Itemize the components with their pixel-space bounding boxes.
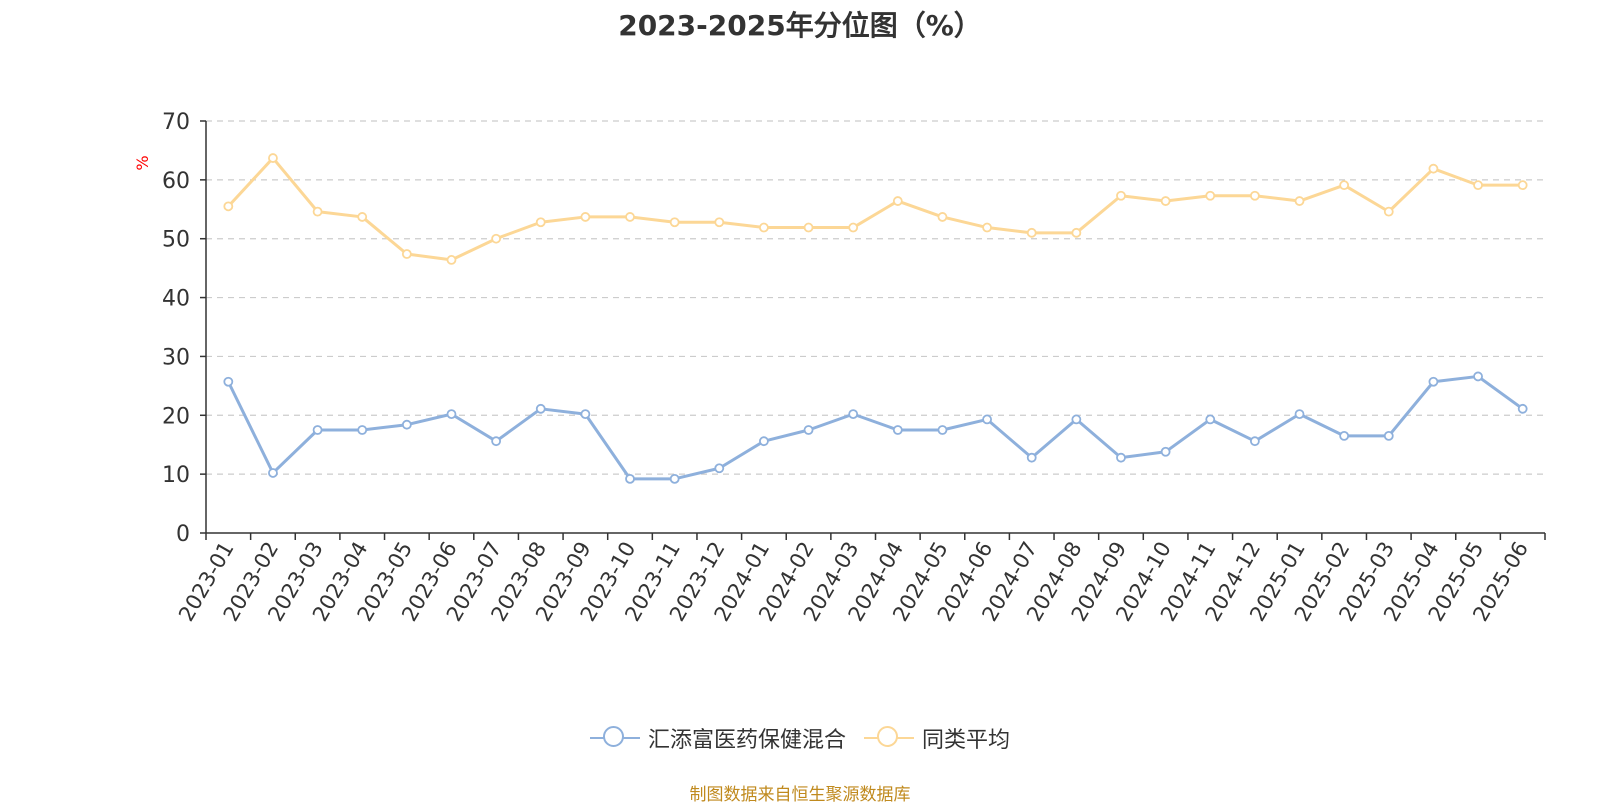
data-point-series-1 <box>1026 452 1037 463</box>
data-point-series-2 <box>1026 227 1037 238</box>
data-point-series-2 <box>669 217 680 228</box>
data-point-series-2 <box>714 217 725 228</box>
data-point-series-1 <box>669 473 680 484</box>
data-point-series-1 <box>892 425 903 435</box>
data-point-series-1 <box>625 473 635 484</box>
data-point-series-2 <box>1205 190 1216 201</box>
data-point-series-1 <box>535 403 546 414</box>
chart-title: 2023-2025年分位图（%） <box>618 9 982 42</box>
data-point-series-1 <box>401 419 412 430</box>
data-point-series-1 <box>1517 403 1528 414</box>
data-point-series-1 <box>1205 414 1216 425</box>
series-line-1 <box>226 374 1524 481</box>
data-point-series-1 <box>803 425 814 435</box>
data-point-series-2 <box>982 222 992 233</box>
data-point-series-2 <box>312 206 323 217</box>
data-point-series-2 <box>535 217 546 228</box>
data-point-series-2 <box>1160 196 1171 206</box>
data-point-series-1 <box>1116 452 1126 463</box>
data-point-series-1 <box>1294 409 1305 420</box>
data-point-series-2 <box>892 196 903 206</box>
data-point-series-2 <box>625 212 635 222</box>
y-tick-label: 0 <box>176 522 190 547</box>
data-point-series-2 <box>580 212 591 222</box>
data-point-series-2 <box>357 212 368 222</box>
data-point-series-2 <box>491 233 502 244</box>
data-point-series-1 <box>312 425 323 435</box>
data-point-series-1 <box>848 409 859 420</box>
data-point-series-1 <box>937 425 948 435</box>
data-point-series-2 <box>401 249 412 259</box>
y-tick-label: 30 <box>162 345 190 370</box>
series-line-2 <box>227 156 1523 262</box>
data-point-series-2 <box>1294 196 1305 206</box>
y-tick-label: 40 <box>162 287 190 312</box>
data-point-series-2 <box>1473 180 1483 191</box>
data-point-series-2 <box>1116 190 1126 201</box>
data-point-series-1 <box>1473 371 1483 382</box>
y-tick-label: 20 <box>162 404 190 429</box>
data-point-series-2 <box>803 222 814 233</box>
data-point-series-2 <box>1071 227 1082 238</box>
data-point-series-1 <box>357 425 368 435</box>
data-point-series-2 <box>1383 206 1394 217</box>
y-tick-label: 60 <box>162 169 190 194</box>
data-point-series-2 <box>1339 180 1350 191</box>
data-point-series-1 <box>714 463 725 474</box>
data-point-series-1 <box>759 436 769 447</box>
legend-marker-series-2 <box>864 725 914 751</box>
legend-marker-series-1 <box>589 725 640 751</box>
legend-label-series-2: 同类平均 <box>922 728 1011 753</box>
data-point-series-2 <box>1517 180 1528 191</box>
y-tick-label: 50 <box>162 228 190 253</box>
legend-item-series-2[interactable]: 同类平均 <box>864 722 1010 754</box>
data-point-series-1 <box>1339 430 1350 441</box>
data-point-series-2 <box>759 222 769 233</box>
y-axis-label: % <box>133 155 152 170</box>
data-point-series-1 <box>268 468 278 478</box>
data-point-series-2 <box>268 153 278 163</box>
data-point-series-1 <box>1428 376 1439 387</box>
data-point-series-2 <box>223 201 234 212</box>
data-point-series-1 <box>1383 430 1394 441</box>
legend-item-series-1[interactable]: 汇添富医药保健混合 <box>589 722 846 754</box>
data-point-series-2 <box>1428 163 1439 174</box>
data-point-series-1 <box>982 414 992 425</box>
legend-label-series-1: 汇添富医药保健混合 <box>647 728 846 753</box>
data-point-series-2 <box>446 255 457 265</box>
data-point-series-2 <box>937 212 948 222</box>
y-tick-label: 70 <box>162 110 190 135</box>
data-point-series-1 <box>1249 436 1260 447</box>
y-tick-label: 10 <box>162 463 190 488</box>
data-point-series-1 <box>223 376 234 387</box>
data-point-series-2 <box>848 222 859 233</box>
data-point-series-1 <box>446 409 457 420</box>
data-point-series-2 <box>1249 190 1260 201</box>
data-point-series-1 <box>1160 446 1171 457</box>
legend: 汇添富医药保健混合 同类平均 <box>0 722 1600 754</box>
source-note: 制图数据来自恒生聚源数据库 <box>689 785 911 805</box>
data-point-series-1 <box>1071 414 1082 425</box>
data-point-series-1 <box>580 409 591 420</box>
data-point-series-1 <box>491 436 502 447</box>
